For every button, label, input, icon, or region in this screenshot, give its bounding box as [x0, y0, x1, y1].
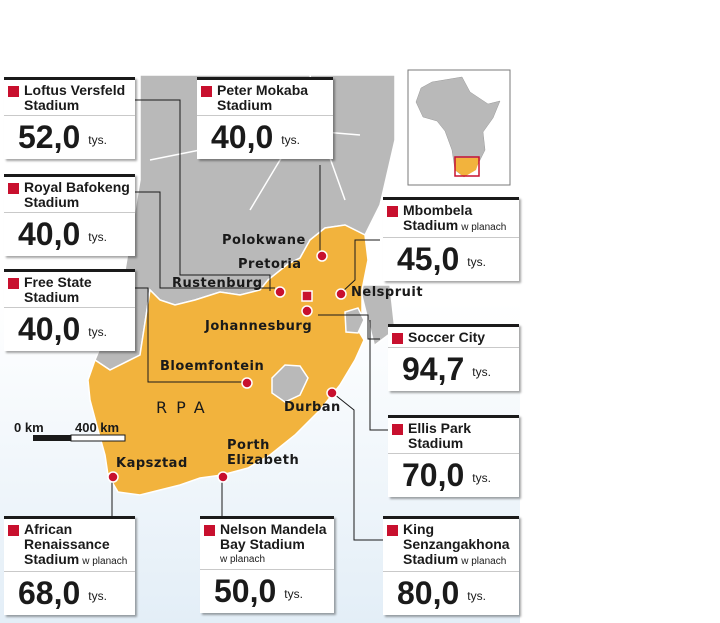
capacity-unit: tys. — [88, 588, 107, 603]
city-label-polokwane: Polokwane — [222, 233, 306, 248]
inset-africa-map — [407, 69, 511, 186]
scale-bar — [33, 434, 126, 442]
capacity-unit: tys. — [281, 132, 300, 147]
capacity-unit: tys. — [88, 229, 107, 244]
stadium-capacity: 45,0 — [397, 241, 460, 277]
stadium-card-mokaba: Peter Mokaba Stadium 40,0 tys. — [197, 77, 333, 159]
stadium-name: Ellis Park Stadium — [408, 420, 472, 451]
scale-start-label: 0 km — [14, 420, 44, 435]
capacity-unit: tys. — [472, 470, 491, 485]
city-label-rustenburg: Rustenburg — [172, 276, 263, 291]
scale-end-label: 400 km — [75, 420, 120, 435]
red-square-icon — [201, 86, 212, 97]
stadium-capacity: 68,0 — [18, 575, 81, 611]
stadium-capacity: 52,0 — [18, 119, 81, 155]
stadium-name: African Renaissance Stadium — [24, 521, 110, 567]
stadium-note: w planach — [82, 556, 128, 567]
red-square-icon — [204, 525, 215, 536]
stadium-card-freestate: Free State Stadium 40,0 tys. — [4, 269, 135, 351]
stadium-name: Mbombela Stadium — [403, 202, 473, 233]
stadium-note: w planach — [220, 554, 266, 565]
marker-kapsztad — [107, 471, 119, 483]
city-label-durban: Durban — [284, 400, 341, 415]
stadium-card-bafokeng: Royal Bafokeng Stadium 40,0 tys. — [4, 174, 135, 256]
red-square-icon — [8, 278, 19, 289]
marker-bloemfontein — [241, 377, 253, 389]
stadium-card-mandela: Nelson Mandela Bay Stadium w planach 50,0… — [200, 516, 334, 613]
city-label-porth-elizabeth: Porth Elizabeth — [227, 438, 300, 468]
capacity-unit: tys. — [467, 254, 486, 269]
capacity-unit: tys. — [467, 588, 486, 603]
red-square-icon — [392, 333, 403, 344]
stadium-card-mbombela: Mbombela Stadium w planach 45,0 tys. — [383, 197, 519, 281]
stadium-name: Free State Stadium — [24, 274, 92, 305]
stadium-capacity: 40,0 — [18, 311, 81, 347]
stadium-name: King Senzangakhona Stadium — [403, 521, 510, 567]
marker-porth-elizabeth — [217, 471, 229, 483]
stadium-card-soccercity: Soccer City 94,7 tys. — [388, 324, 519, 391]
city-label-bloemfontein: Bloemfontein — [160, 359, 265, 374]
capacity-unit: tys. — [472, 364, 491, 379]
stadium-card-african: African Renaissance Stadium w planach 68,… — [4, 516, 135, 615]
leader-lines — [111, 99, 388, 541]
city-label-kapsztad: Kapsztad — [116, 456, 188, 471]
stadium-capacity: 94,7 — [402, 351, 465, 387]
capacity-unit: tys. — [284, 586, 303, 601]
red-square-icon — [8, 525, 19, 536]
stadium-note: w planach — [461, 556, 507, 567]
stadium-name: Soccer City — [408, 329, 486, 345]
marker-polokwane — [316, 250, 328, 262]
red-square-icon — [387, 206, 398, 217]
stadium-note: w planach — [461, 222, 507, 233]
marker-johannesburg — [301, 305, 313, 317]
stadium-name: Loftus Versfeld Stadium — [24, 82, 126, 113]
stadium-capacity: 40,0 — [18, 216, 81, 252]
stadium-name: Royal Bafokeng Stadium — [24, 179, 130, 210]
stadium-capacity: 40,0 — [211, 119, 274, 155]
stadium-card-loftus: Loftus Versfeld Stadium 52,0 tys. — [4, 77, 135, 159]
stadium-name: Nelson Mandela Bay Stadium — [220, 521, 327, 552]
lesotho — [271, 364, 309, 403]
mozambique-coast — [360, 284, 396, 346]
marker-rustenburg — [274, 286, 286, 298]
red-square-icon — [392, 424, 403, 435]
country-label: RPA — [156, 398, 214, 417]
city-label-pretoria: Pretoria — [238, 257, 302, 272]
marker-pretoria — [301, 290, 313, 302]
city-label-nelspruit: Nelspruit — [351, 285, 424, 300]
marker-nelspruit — [335, 288, 347, 300]
red-square-icon — [387, 525, 398, 536]
swaziland — [344, 307, 365, 334]
capacity-unit: tys. — [88, 324, 107, 339]
stadium-capacity: 70,0 — [402, 457, 465, 493]
stadium-capacity: 80,0 — [397, 575, 460, 611]
stadium-capacity: 50,0 — [214, 573, 277, 609]
stadium-card-ellispark: Ellis Park Stadium 70,0 tys. — [388, 415, 519, 497]
city-markers — [107, 250, 347, 483]
red-square-icon — [8, 183, 19, 194]
stadium-name: Peter Mokaba Stadium — [217, 82, 309, 113]
red-square-icon — [8, 86, 19, 97]
stadium-card-kingsenz: King Senzangakhona Stadium w planach 80,0… — [383, 516, 519, 615]
marker-durban — [326, 387, 338, 399]
city-label-johannesburg: Johannesburg — [205, 319, 313, 334]
capacity-unit: tys. — [88, 132, 107, 147]
